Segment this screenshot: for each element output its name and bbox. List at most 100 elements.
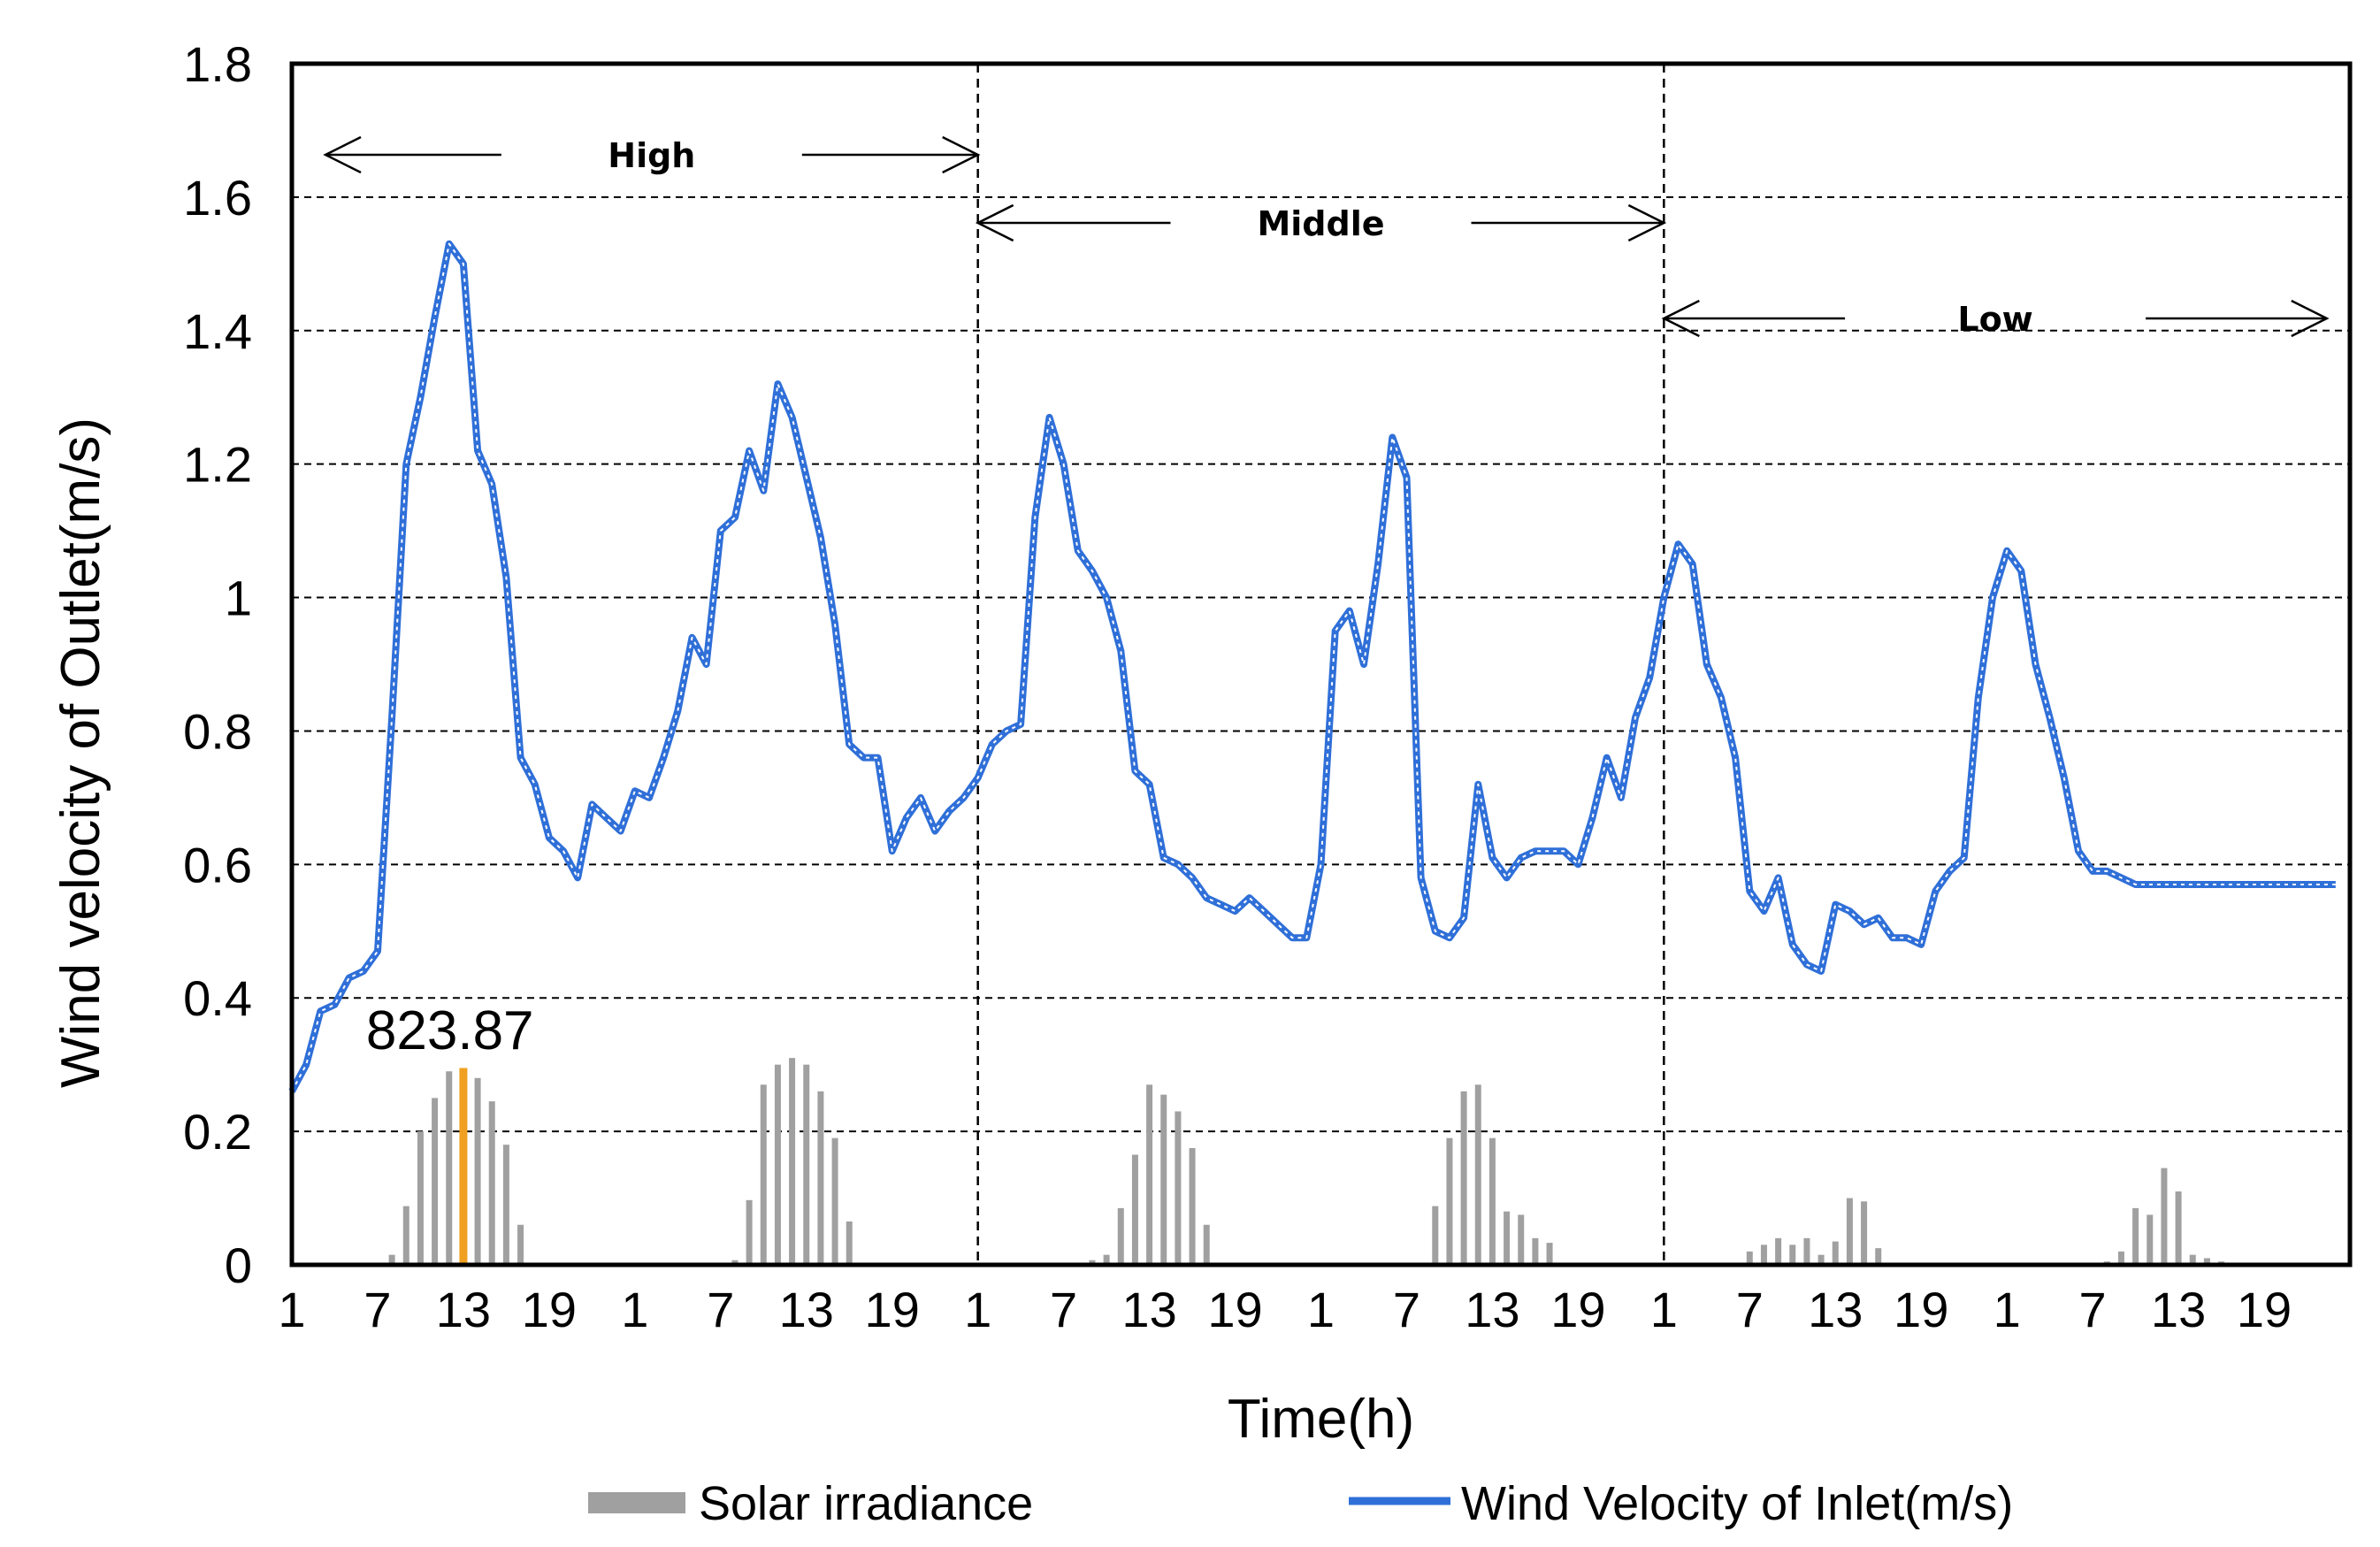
solar-bar	[1146, 1084, 1153, 1265]
arrow-head	[942, 135, 981, 174]
x-tick-label: 7	[364, 1282, 391, 1337]
solar-bar	[746, 1199, 753, 1265]
band-arrow-high: High	[323, 135, 981, 175]
solar-bar	[502, 1145, 509, 1265]
solar-bar	[446, 1071, 453, 1265]
band-arrow-middle: Middle	[975, 203, 1667, 243]
solar-bar	[1488, 1137, 1496, 1265]
grid-lines	[292, 195, 2350, 1133]
x-tick-label: 7	[1393, 1282, 1420, 1337]
solar-bar	[1189, 1147, 1196, 1265]
solar-bar	[1103, 1254, 1110, 1265]
y-tick-label: 1.6	[183, 170, 252, 226]
wind-velocity-line	[288, 240, 2336, 1093]
x-tick-label: 19	[2237, 1282, 2292, 1337]
x-tick-label: 13	[1121, 1282, 1176, 1337]
solar-bar	[1460, 1091, 1467, 1265]
solar-bar	[1175, 1111, 1182, 1265]
x-tick-label: 19	[522, 1282, 577, 1337]
solar-bar	[2161, 1168, 2168, 1265]
solar-bar	[402, 1206, 409, 1265]
solar-bar	[1760, 1244, 1767, 1265]
band-labels: High Middle Low	[323, 135, 2330, 339]
solar-bar	[1446, 1137, 1453, 1265]
solar-bar	[817, 1091, 824, 1265]
solar-bar	[1818, 1254, 1825, 1265]
y-tick-label: 0.2	[183, 1104, 252, 1160]
y-axis-title: Wind velocity of Outlet(m/s)	[50, 417, 111, 1088]
x-tick-label: 13	[2151, 1282, 2206, 1337]
solar-bar	[459, 1068, 468, 1265]
band-arrow-low: Low	[1661, 299, 2330, 339]
x-tick-label: 1	[621, 1282, 648, 1337]
solar-bar	[517, 1224, 524, 1265]
solar-bar	[1160, 1094, 1167, 1265]
x-tick-label: 13	[1808, 1282, 1863, 1337]
legend-solar-irradiance-label: Solar irradiance	[699, 1477, 1033, 1530]
band-label: Low	[1957, 300, 2032, 339]
solar-bar	[2175, 1191, 2182, 1265]
y-axis-ticks: 0 0.2 0.4 0.6 0.8 1 1.2 1.4 1.6 1.8	[183, 36, 252, 1293]
x-tick-label: 7	[707, 1282, 734, 1337]
solar-bar	[2132, 1207, 2139, 1265]
solar-bar	[2203, 1258, 2210, 1265]
x-tick-label: 1	[1994, 1282, 2021, 1337]
y-tick-label: 1.8	[183, 36, 252, 92]
solar-bar	[760, 1084, 767, 1265]
solar-bar	[1518, 1214, 1525, 1265]
band-label: Middle	[1257, 204, 1384, 243]
wind-velocity-path-dash	[291, 242, 2336, 1092]
x-tick-label: 1	[1307, 1282, 1335, 1337]
solar-bar	[803, 1064, 810, 1265]
solar-bar	[2147, 1214, 2154, 1265]
solar-bar	[1846, 1198, 1853, 1265]
solar-bar	[488, 1101, 495, 1265]
x-tick-label: 7	[2079, 1282, 2107, 1337]
x-tick-label: 7	[1736, 1282, 1764, 1337]
solar-bar	[1746, 1251, 1753, 1265]
solar-bar	[388, 1254, 395, 1265]
solar-bar	[1861, 1201, 1868, 1265]
solar-bar	[1474, 1084, 1481, 1265]
x-tick-label: 1	[964, 1282, 991, 1337]
solar-bar	[1789, 1244, 1796, 1265]
band-dividers	[976, 64, 1665, 1265]
x-axis-ticks: 1 7 13 19 1 7 13 19 1 7 13 19 1 7 13 19 1 7 13 19 1 7 13 19	[278, 1282, 2292, 1337]
y-tick-label: 1.4	[183, 303, 252, 359]
y-tick-label: 1.2	[183, 437, 252, 493]
solar-bar	[1203, 1224, 1210, 1265]
x-tick-label: 19	[865, 1282, 920, 1337]
x-tick-label: 1	[278, 1282, 305, 1337]
solar-bar	[846, 1221, 853, 1265]
band-label: High	[608, 136, 695, 175]
solar-bar	[731, 1260, 738, 1265]
legend: Solar irradiance Wind Velocity of Inlet(…	[588, 1477, 2013, 1530]
solar-bar	[1532, 1237, 1539, 1265]
legend-solar-irradiance-swatch	[588, 1492, 685, 1513]
x-tick-label: 13	[1465, 1282, 1519, 1337]
y-tick-label: 1	[225, 571, 252, 626]
solar-irradiance-bars	[388, 1058, 2225, 1265]
legend-wind-velocity-label: Wind Velocity of Inlet(m/s)	[1461, 1477, 2013, 1530]
arrow-head	[1661, 299, 1700, 338]
solar-bar	[1832, 1241, 1839, 1265]
arrow-head	[975, 203, 1014, 242]
solar-bar	[1803, 1237, 1810, 1265]
arrow-head	[2291, 299, 2330, 338]
solar-bar	[1117, 1207, 1124, 1265]
y-tick-label: 0	[225, 1237, 252, 1293]
x-tick-label: 7	[1050, 1282, 1077, 1337]
solar-bar	[1131, 1154, 1138, 1265]
solar-bar	[417, 1131, 424, 1265]
solar-bar	[474, 1077, 481, 1265]
x-tick-label: 19	[1207, 1282, 1262, 1337]
solar-bar	[789, 1058, 796, 1265]
x-tick-label: 13	[779, 1282, 834, 1337]
solar-bar	[2117, 1251, 2124, 1265]
x-tick-label: 13	[436, 1282, 491, 1337]
y-tick-label: 0.6	[183, 837, 252, 892]
x-tick-label: 19	[1894, 1282, 1948, 1337]
solar-bar	[1504, 1211, 1511, 1265]
solar-bar	[1875, 1248, 1882, 1265]
